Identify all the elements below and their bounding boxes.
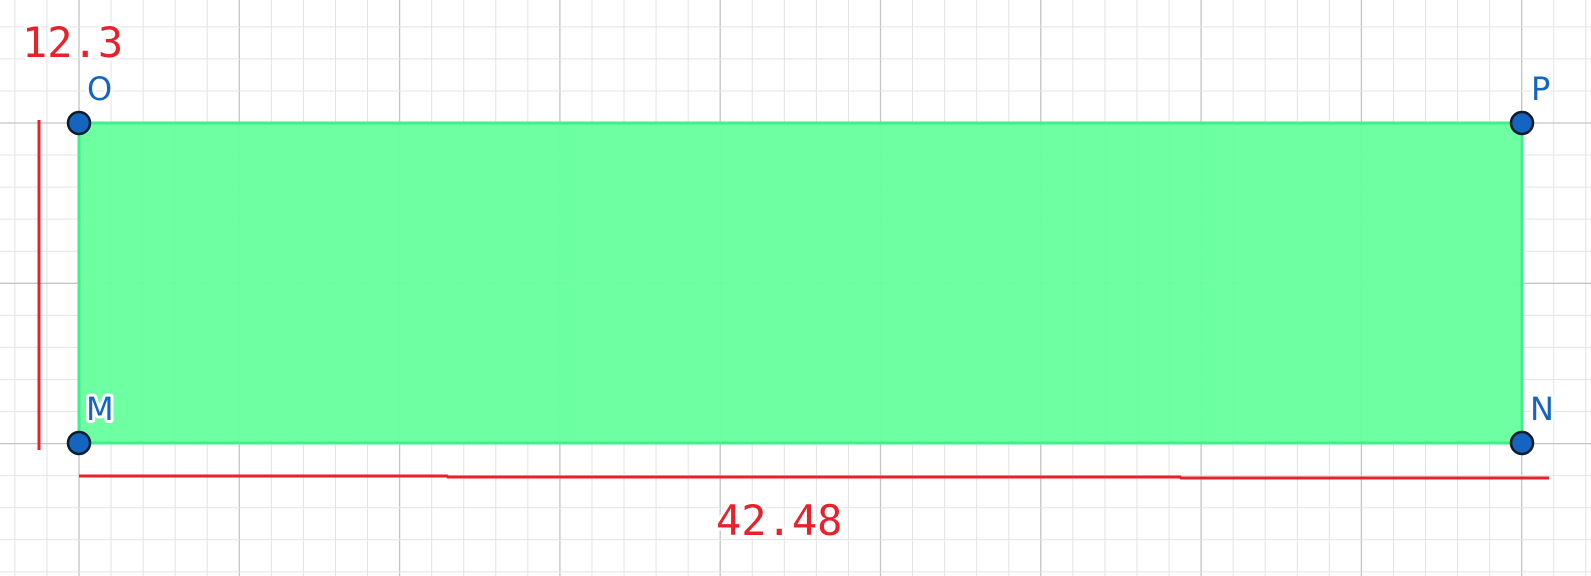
rectangle-mnpo[interactable]: [77, 121, 1524, 445]
width-measure-label: 42.48: [716, 496, 842, 545]
point-label-n: N: [1530, 390, 1554, 428]
point-n[interactable]: [1509, 430, 1535, 456]
point-o[interactable]: [66, 110, 92, 136]
point-p[interactable]: [1509, 110, 1535, 136]
height-measure-label: 12.3: [22, 18, 123, 67]
point-m[interactable]: [66, 430, 92, 456]
point-label-o: O: [87, 70, 112, 108]
width-measure-line: [79, 474, 1549, 480]
point-label-p: P: [1531, 70, 1550, 108]
point-label-m: M: [86, 390, 114, 428]
